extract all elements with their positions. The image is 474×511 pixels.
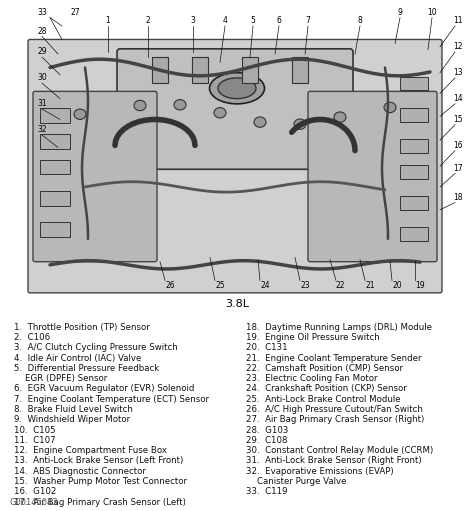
Ellipse shape (218, 78, 256, 99)
Bar (40, 222, 70, 237)
Text: 9: 9 (398, 8, 402, 17)
Bar (400, 108, 428, 122)
Text: 9.  Windshield Wiper Motor: 9. Windshield Wiper Motor (14, 415, 130, 424)
Text: 6.  EGR Vacuum Regulator (EVR) Solenoid: 6. EGR Vacuum Regulator (EVR) Solenoid (14, 384, 195, 393)
Text: 30.  Constant Control Relay Module (CCRM): 30. Constant Control Relay Module (CCRM) (246, 446, 434, 455)
Text: G00145043: G00145043 (9, 498, 58, 507)
FancyBboxPatch shape (308, 91, 437, 262)
Bar (152, 57, 168, 83)
Text: 4.  Idle Air Control (IAC) Valve: 4. Idle Air Control (IAC) Valve (14, 354, 142, 362)
Text: 3.8L: 3.8L (225, 299, 249, 310)
Text: 13.  Anti-Lock Brake Sensor (Left Front): 13. Anti-Lock Brake Sensor (Left Front) (14, 456, 183, 466)
Text: 21: 21 (365, 281, 375, 290)
Text: 14: 14 (453, 94, 463, 103)
FancyBboxPatch shape (117, 49, 353, 169)
Ellipse shape (74, 109, 86, 120)
Text: 10: 10 (427, 8, 437, 17)
Ellipse shape (174, 100, 186, 110)
Text: 10.  C105: 10. C105 (14, 426, 56, 434)
Bar (192, 57, 208, 83)
Text: 33.  C119: 33. C119 (246, 487, 288, 496)
Text: 24: 24 (260, 281, 270, 290)
Text: 7.  Engine Coolant Temperature (ECT) Sensor: 7. Engine Coolant Temperature (ECT) Sens… (14, 394, 209, 404)
Text: 18.  Daytime Running Lamps (DRL) Module: 18. Daytime Running Lamps (DRL) Module (246, 322, 432, 332)
Text: 8: 8 (357, 16, 363, 25)
Text: 2.  C106: 2. C106 (14, 333, 50, 342)
Text: 3.  A/C Clutch Cycling Pressure Switch: 3. A/C Clutch Cycling Pressure Switch (14, 343, 178, 352)
Text: 22: 22 (335, 281, 345, 290)
Text: 28.  G103: 28. G103 (246, 426, 289, 434)
Text: 19: 19 (415, 281, 425, 290)
Bar (40, 134, 70, 149)
Text: 31.  Anti-Lock Brake Sensor (Right Front): 31. Anti-Lock Brake Sensor (Right Front) (246, 456, 422, 466)
Text: 5.  Differential Pressure Feedback: 5. Differential Pressure Feedback (14, 364, 159, 373)
Bar (400, 196, 428, 210)
Ellipse shape (254, 117, 266, 127)
Ellipse shape (334, 112, 346, 122)
Text: 5: 5 (251, 16, 255, 25)
Text: 12.  Engine Compartment Fuse Box: 12. Engine Compartment Fuse Box (14, 446, 167, 455)
Bar (400, 227, 428, 241)
Text: 16: 16 (453, 141, 463, 150)
Text: 8.  Brake Fluid Level Switch: 8. Brake Fluid Level Switch (14, 405, 133, 414)
Text: 14.  ABS Diagnostic Connector: 14. ABS Diagnostic Connector (14, 467, 146, 476)
Text: 23: 23 (300, 281, 310, 290)
Text: 21.  Engine Coolant Temperature Sender: 21. Engine Coolant Temperature Sender (246, 354, 422, 362)
Text: 18: 18 (453, 193, 463, 202)
Ellipse shape (134, 100, 146, 111)
Text: 27: 27 (70, 8, 80, 17)
Bar (400, 165, 428, 179)
Text: EGR (DPFE) Sensor: EGR (DPFE) Sensor (14, 374, 108, 383)
Text: 1: 1 (106, 16, 110, 25)
Text: 13: 13 (453, 68, 463, 77)
Text: 6: 6 (276, 16, 282, 25)
Ellipse shape (294, 119, 306, 129)
Text: 20.  C131: 20. C131 (246, 343, 288, 352)
Text: 25.  Anti-Lock Brake Control Module: 25. Anti-Lock Brake Control Module (246, 394, 401, 404)
Bar (40, 191, 70, 205)
Text: 22.  Camshaft Position (CMP) Sensor: 22. Camshaft Position (CMP) Sensor (246, 364, 403, 373)
Text: 30: 30 (37, 74, 47, 82)
Text: 32: 32 (37, 125, 47, 134)
Text: 32.  Evaporative Emissions (EVAP): 32. Evaporative Emissions (EVAP) (246, 467, 394, 476)
Text: 23.  Electric Cooling Fan Motor: 23. Electric Cooling Fan Motor (246, 374, 378, 383)
Text: 17: 17 (453, 164, 463, 173)
Text: 31: 31 (37, 99, 47, 108)
Text: 15: 15 (453, 115, 463, 124)
Bar (40, 108, 70, 123)
FancyBboxPatch shape (33, 91, 157, 262)
Text: 17.  Air Bag Primary Crash Sensor (Left): 17. Air Bag Primary Crash Sensor (Left) (14, 498, 186, 506)
Bar (400, 139, 428, 153)
Text: 12: 12 (453, 42, 463, 51)
Text: 16.  G102: 16. G102 (14, 487, 56, 496)
Ellipse shape (214, 108, 226, 118)
Text: 20: 20 (392, 281, 402, 290)
Ellipse shape (210, 73, 264, 104)
Bar (292, 57, 308, 83)
Text: 11: 11 (453, 16, 463, 25)
Text: Canister Purge Valve: Canister Purge Valve (246, 477, 347, 486)
FancyBboxPatch shape (28, 39, 442, 293)
Text: 33: 33 (37, 8, 47, 17)
Text: 26: 26 (165, 281, 175, 290)
Text: 1.  Throttle Position (TP) Sensor: 1. Throttle Position (TP) Sensor (14, 322, 150, 332)
Text: 26.  A/C High Pressure Cutout/Fan Switch: 26. A/C High Pressure Cutout/Fan Switch (246, 405, 423, 414)
Text: 27.  Air Bag Primary Crash Sensor (Right): 27. Air Bag Primary Crash Sensor (Right) (246, 415, 425, 424)
Ellipse shape (384, 102, 396, 112)
Text: 7: 7 (306, 16, 310, 25)
Text: 29.  C108: 29. C108 (246, 436, 288, 445)
Text: 28: 28 (37, 27, 47, 36)
Text: 25: 25 (215, 281, 225, 290)
Bar (242, 57, 258, 83)
Text: 2: 2 (146, 16, 150, 25)
Text: 3: 3 (191, 16, 195, 25)
Text: 11.  C107: 11. C107 (14, 436, 56, 445)
Text: 4: 4 (223, 16, 228, 25)
Text: 24.  Crankshaft Position (CKP) Sensor: 24. Crankshaft Position (CKP) Sensor (246, 384, 407, 393)
Bar (400, 77, 428, 90)
Text: 15.  Washer Pump Motor Test Connector: 15. Washer Pump Motor Test Connector (14, 477, 187, 486)
Text: 29: 29 (37, 48, 47, 56)
Bar (40, 160, 70, 174)
Text: 19.  Engine Oil Pressure Switch: 19. Engine Oil Pressure Switch (246, 333, 380, 342)
